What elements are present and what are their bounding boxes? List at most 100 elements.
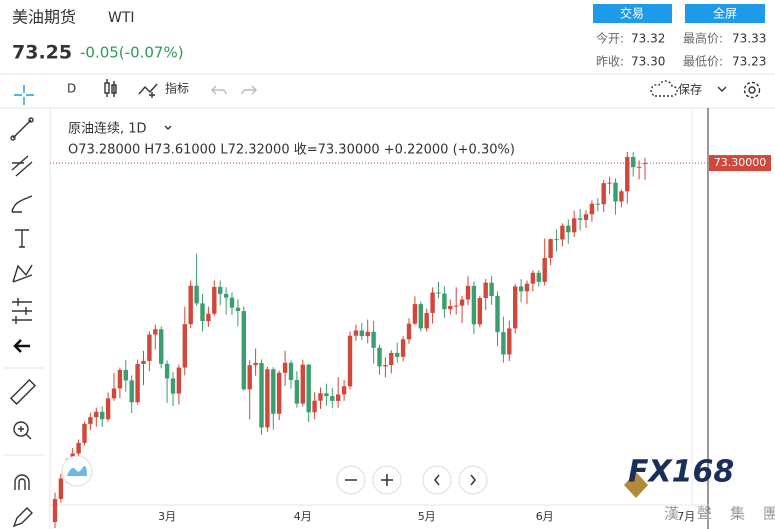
- candle-body: [625, 156, 630, 192]
- candle-body: [554, 239, 559, 241]
- candle-body: [395, 352, 400, 357]
- watermark-mark: [624, 472, 648, 498]
- candle-body: [330, 396, 335, 401]
- candle-body: [347, 335, 353, 387]
- pencil-icon[interactable]: [12, 507, 33, 528]
- settings-icon[interactable]: [743, 81, 761, 99]
- candle-body: [324, 393, 329, 397]
- stat-label: 昨收:: [596, 55, 624, 69]
- fullscreen-label[interactable]: 全屏: [713, 6, 737, 21]
- candle-body: [76, 442, 81, 454]
- crosshair-icon[interactable]: [14, 85, 34, 105]
- stat-value: 73.33: [732, 32, 766, 46]
- drawing-tools[interactable]: [10, 117, 34, 324]
- x-tick-label: 4月: [294, 510, 312, 523]
- candle-body: [513, 286, 518, 329]
- candle-body: [477, 297, 482, 325]
- cloud-icon[interactable]: [650, 80, 678, 97]
- candle-body: [306, 364, 311, 413]
- back-icon[interactable]: [13, 339, 30, 353]
- candle-body: [212, 286, 217, 314]
- candle-body: [206, 313, 211, 322]
- save[interactable]: 保存: [678, 83, 702, 97]
- save-caret[interactable]: [717, 86, 727, 92]
- candle-body: [141, 360, 146, 364]
- candle-body: [489, 282, 494, 296]
- indicator-icon[interactable]: [138, 83, 158, 98]
- trade-button[interactable]: [593, 4, 672, 23]
- candle-body: [94, 411, 99, 418]
- candle-body: [371, 331, 376, 348]
- candle-body: [265, 369, 270, 428]
- candle-body: [448, 305, 453, 310]
- stat-value: 73.32: [631, 32, 665, 46]
- interval[interactable]: D: [67, 82, 76, 96]
- candle-body: [583, 214, 589, 220]
- x-tick-label: 7月: [677, 510, 695, 523]
- candle-body: [359, 330, 364, 337]
- candle-body: [200, 303, 205, 322]
- candle-body: [147, 334, 152, 361]
- logo-icon: [67, 465, 87, 476]
- candle-body: [436, 292, 441, 294]
- candle-body: [465, 285, 471, 300]
- candle-icon[interactable]: [104, 79, 117, 97]
- logo-button[interactable]: [61, 455, 93, 487]
- title-caret[interactable]: [164, 125, 172, 130]
- candle-body: [454, 305, 459, 307]
- candle-body: [418, 304, 423, 329]
- candle-body: [170, 378, 176, 394]
- candle-body: [471, 285, 477, 325]
- indicators[interactable]: 指标: [165, 81, 189, 96]
- candle-body: [294, 379, 300, 404]
- title: 美油期货: [12, 8, 76, 27]
- candle-body: [100, 411, 105, 420]
- candle-body: [82, 423, 87, 443]
- candle-body: [229, 297, 235, 308]
- x-tick-label: 5月: [418, 510, 436, 523]
- candle-body: [135, 363, 140, 403]
- candle-body: [105, 398, 111, 420]
- series-title: 原油连续, 1D: [68, 121, 147, 137]
- fullscreen-button[interactable]: [685, 4, 765, 23]
- candle-body: [235, 307, 241, 312]
- last-price-box: [709, 155, 771, 172]
- candle-body: [129, 380, 134, 403]
- candle-body: [589, 203, 595, 215]
- candle-body: [123, 369, 128, 381]
- candle-body: [389, 352, 394, 365]
- candle-body: [483, 282, 488, 298]
- candle-body: [613, 182, 618, 202]
- candle-body: [194, 285, 199, 304]
- candle-body: [377, 347, 382, 367]
- candle-body: [530, 272, 536, 284]
- candle-body: [176, 367, 182, 394]
- candle-body: [365, 331, 370, 337]
- candle-body: [111, 388, 117, 399]
- candle-body: [58, 478, 64, 500]
- candle-body: [52, 499, 58, 523]
- stat-value: 73.30: [631, 55, 665, 69]
- candle-body: [383, 364, 388, 367]
- candle-body: [271, 369, 276, 414]
- candle-body: [424, 312, 429, 329]
- nav-buttons[interactable]: [336, 465, 488, 495]
- candle-body: [524, 283, 530, 292]
- candle-body: [542, 258, 547, 282]
- candle-body: [400, 339, 406, 357]
- candle-body: [566, 225, 571, 233]
- candle-body: [501, 332, 506, 355]
- candle-body: [507, 328, 512, 355]
- candle-body: [300, 364, 305, 404]
- stat-label: 最高价:: [683, 31, 723, 46]
- candle-body: [353, 330, 359, 336]
- candle-body: [117, 369, 123, 389]
- trade-label[interactable]: 交易: [620, 6, 644, 21]
- candle-body: [153, 329, 158, 335]
- symbol: WTI: [108, 10, 135, 26]
- watermark-brand: FX168: [628, 455, 734, 490]
- measure-tools[interactable]: [9, 378, 37, 440]
- undo-redo[interactable]: [211, 85, 257, 95]
- magnet-icon[interactable]: [14, 474, 30, 490]
- candle-body: [159, 329, 164, 364]
